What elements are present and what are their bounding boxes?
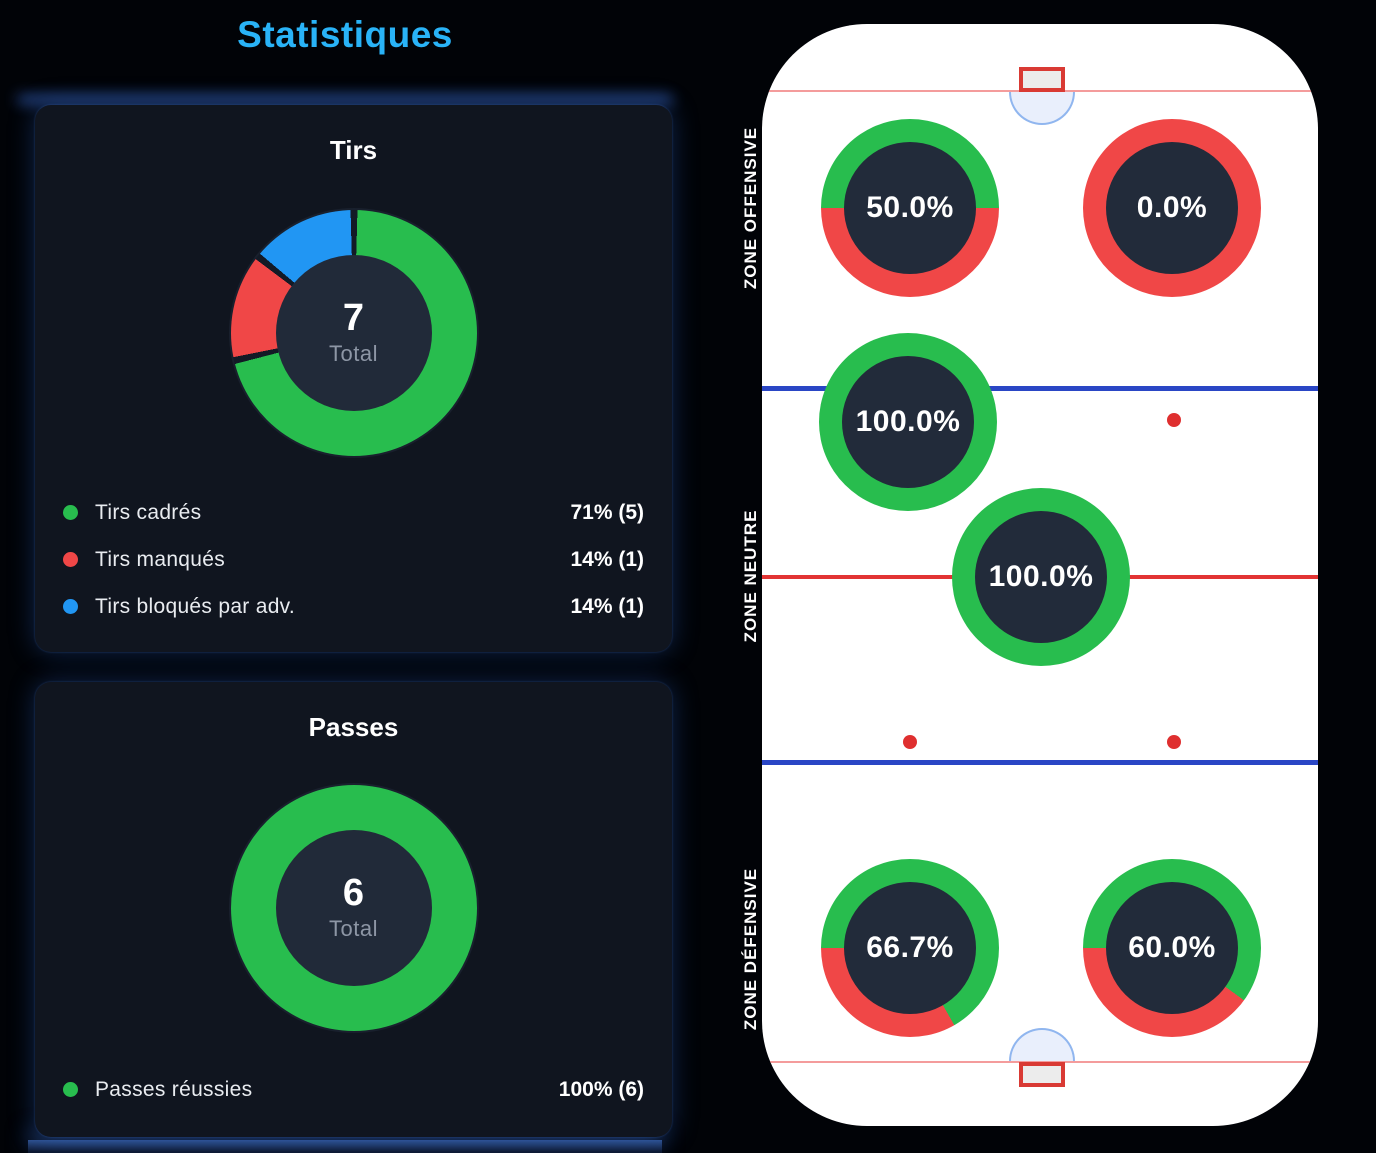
legend-label: Tirs manqués <box>95 547 226 571</box>
marker-center: 0.0% <box>1106 142 1238 274</box>
card-tirs: Tirs 7 Total Tirs cadrés 71% (5) Tirs ma… <box>35 105 672 652</box>
rink-marker-defensive-left: 66.7% <box>821 859 999 1037</box>
blue-line-top <box>762 386 1318 391</box>
zone-label-offensive: ZONE OFFENSIVE <box>741 126 760 290</box>
tirs-donut-chart: 7 Total <box>230 210 477 456</box>
passes-donut-chart: 6 Total <box>230 785 477 1031</box>
card-passes-title: Passes <box>308 712 399 742</box>
legend-value: 71% (5) <box>570 500 644 524</box>
legend-dot-green <box>63 1082 78 1097</box>
marker-center: 60.0% <box>1106 882 1238 1014</box>
passes-total-value: 6 <box>342 871 365 914</box>
legend-item-tirs-manques[interactable]: Tirs manqués 14% (1) <box>63 536 644 583</box>
marker-percent: 0.0% <box>1136 191 1208 224</box>
marker-center: 66.7% <box>844 882 976 1014</box>
marker-percent: 50.0% <box>866 191 954 224</box>
legend-dot-green <box>63 505 78 520</box>
faceoff-dot <box>903 735 917 749</box>
rink-marker-defensive-right: 60.0% <box>1083 859 1261 1037</box>
goal-crease-top <box>1009 92 1075 125</box>
legend-dot-red <box>63 552 78 567</box>
rink-marker-center: 100.0% <box>952 488 1130 666</box>
legend-value: 14% (1) <box>570 547 644 571</box>
zone-label-defensive: ZONE DÉFENSIVE <box>741 867 760 1031</box>
legend-label: Passes réussies <box>95 1077 253 1101</box>
goal-crease-bottom <box>1009 1028 1075 1061</box>
card-passes: Passes 6 Total Passes réussies 100% (6) <box>35 682 672 1137</box>
marker-percent: 100.0% <box>855 405 961 438</box>
legend-dot-blue <box>63 599 78 614</box>
tirs-total-value: 7 <box>342 296 365 339</box>
legend-item-tirs-cadres[interactable]: Tirs cadrés 71% (5) <box>63 489 644 536</box>
marker-center: 100.0% <box>842 356 974 488</box>
marker-center: 50.0% <box>844 142 976 274</box>
zone-label-neutre: ZONE NEUTRE <box>741 509 760 643</box>
tirs-donut-center: 7 Total <box>275 255 432 411</box>
legend-label: Tirs cadrés <box>95 500 202 524</box>
passes-donut-center: 6 Total <box>275 830 432 986</box>
tirs-legend: Tirs cadrés 71% (5) Tirs manqués 14% (1)… <box>63 489 644 630</box>
card-tirs-title: Tirs <box>329 135 378 165</box>
passes-legend: Passes réussies 100% (6) <box>63 1066 644 1113</box>
rink-marker-offensive-right: 0.0% <box>1083 119 1261 297</box>
marker-percent: 66.7% <box>866 931 954 964</box>
faceoff-dot <box>1167 735 1181 749</box>
goal-net-top <box>1019 67 1065 92</box>
blue-line-bottom <box>762 760 1318 765</box>
legend-value: 100% (6) <box>558 1077 644 1101</box>
passes-total-label: Total <box>329 916 378 942</box>
panel-glow-bottom <box>28 1140 662 1153</box>
marker-percent: 60.0% <box>1128 931 1216 964</box>
marker-percent: 100.0% <box>988 560 1094 593</box>
rink-marker-offensive-left: 50.0% <box>821 119 999 297</box>
page-title: Statistiques <box>237 14 453 55</box>
marker-center: 100.0% <box>975 511 1107 643</box>
legend-value: 14% (1) <box>570 594 644 618</box>
legend-item-tirs-bloques[interactable]: Tirs bloqués par adv. 14% (1) <box>63 583 644 630</box>
legend-item-passes-reussies[interactable]: Passes réussies 100% (6) <box>63 1066 644 1113</box>
faceoff-dot <box>1167 413 1181 427</box>
legend-label: Tirs bloqués par adv. <box>95 594 296 618</box>
tirs-total-label: Total <box>329 341 378 367</box>
hockey-rink: 50.0% 0.0% 100.0% 100.0% 66.7% 60.0% <box>762 24 1318 1126</box>
panel-glow-top <box>18 96 672 103</box>
rink-marker-neutral-left: 100.0% <box>819 333 997 511</box>
goal-net-bottom <box>1019 1062 1065 1087</box>
